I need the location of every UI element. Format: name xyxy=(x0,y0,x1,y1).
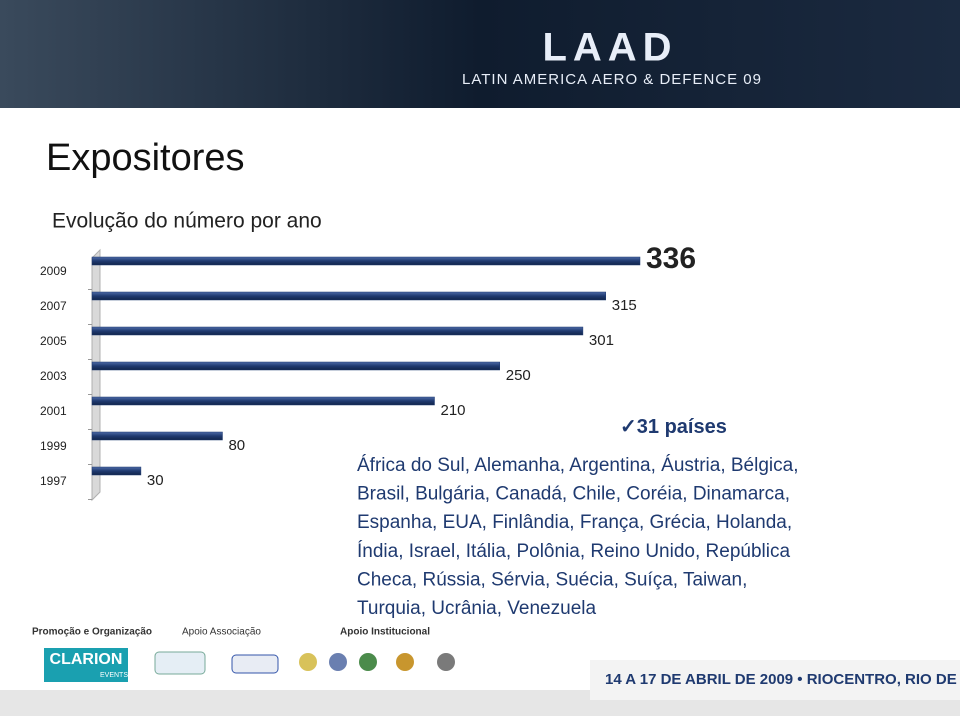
y-tick-label: 2005 xyxy=(40,334,67,348)
countries-line: África do Sul, Alemanha, Argentina, Áust… xyxy=(357,455,798,476)
bar xyxy=(91,326,584,336)
subtitle: Evolução do número por ano xyxy=(52,210,322,233)
check: ✓ xyxy=(620,416,637,438)
event-date: 14 A 17 DE ABRIL DE 2009 • RIOCENTRO, RI… xyxy=(605,671,960,688)
value-label: 301 xyxy=(589,332,614,349)
value-label: 315 xyxy=(612,297,637,314)
y-tick-label: 2009 xyxy=(40,264,67,278)
countries-count: ✓31 países xyxy=(620,416,727,438)
value-label: 210 xyxy=(441,402,466,419)
bar xyxy=(91,361,500,371)
countries-line: Índia, Israel, Itália, Polônia, Reino Un… xyxy=(357,541,790,562)
date-panel xyxy=(590,660,960,700)
countries-line: Checa, Rússia, Sérvia, Suécia, Suíça, Ta… xyxy=(357,569,747,590)
y-tick-label: 2007 xyxy=(40,299,67,313)
brand: LAAD xyxy=(542,26,677,70)
logo xyxy=(231,654,279,674)
tagline: LATIN AMERICA AERO & DEFENCE 09 xyxy=(462,71,762,88)
banner xyxy=(0,0,960,108)
logo xyxy=(437,653,455,671)
logo xyxy=(396,653,414,671)
value-label: 336 xyxy=(646,242,696,275)
countries-line: Turquia, Ucrânia, Venezuela xyxy=(357,598,596,619)
value-label: 80 xyxy=(228,437,245,454)
slide-title: Expositores xyxy=(46,137,245,179)
y-tick-label: 1997 xyxy=(40,474,67,488)
logo xyxy=(329,653,347,671)
logo xyxy=(299,653,317,671)
organizer-sub: EVENTS xyxy=(100,672,128,679)
footer-label: Apoio Associação xyxy=(182,627,261,638)
y-tick-label: 2003 xyxy=(40,369,67,383)
bar xyxy=(91,396,435,406)
value-label: 30 xyxy=(147,472,164,489)
bar xyxy=(91,466,142,476)
bar xyxy=(91,291,606,301)
axis-wall xyxy=(91,248,101,502)
footer-label: Promoção e Organização xyxy=(32,627,152,638)
countries-line: Brasil, Bulgária, Canadá, Chile, Coréia,… xyxy=(357,484,790,505)
bar xyxy=(91,431,223,441)
logo xyxy=(359,653,377,671)
value-label: 250 xyxy=(506,367,531,384)
count: 31 países xyxy=(637,416,727,438)
bar-chart: 1997 30 1999 80 2001 210 2003 250 2005 301 2007 315… xyxy=(40,242,696,500)
countries-line: Espanha, EUA, Finlândia, França, Grécia,… xyxy=(357,512,792,533)
footer-label: Apoio Institucional xyxy=(340,627,430,638)
organizer: CLARION xyxy=(50,651,123,668)
organizer-logo xyxy=(44,648,128,682)
logo xyxy=(154,651,206,675)
countries: África do Sul, Alemanha, Argentina, Áust… xyxy=(357,455,798,619)
y-tick-label: 1999 xyxy=(40,439,67,453)
y-tick-label: 2001 xyxy=(40,404,67,418)
bar xyxy=(91,256,641,266)
